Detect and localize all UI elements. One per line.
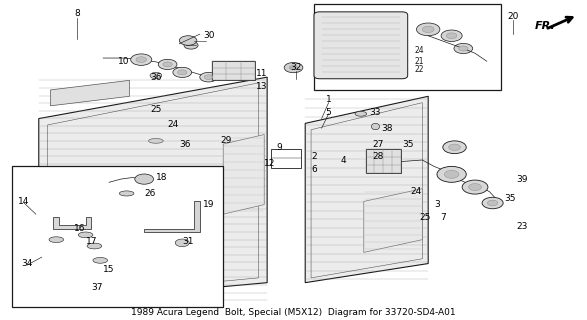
Text: 24: 24	[411, 188, 422, 196]
Circle shape	[468, 184, 481, 191]
Text: 32: 32	[291, 63, 302, 72]
Text: 25: 25	[420, 213, 431, 222]
Text: 7: 7	[440, 213, 446, 222]
Text: 35: 35	[504, 194, 516, 203]
Circle shape	[458, 46, 468, 51]
FancyBboxPatch shape	[314, 12, 408, 79]
Circle shape	[437, 166, 466, 182]
Circle shape	[150, 72, 162, 79]
Polygon shape	[53, 217, 92, 228]
Ellipse shape	[372, 123, 380, 130]
Text: 22: 22	[414, 65, 424, 74]
Circle shape	[487, 200, 498, 206]
Circle shape	[284, 62, 303, 73]
Polygon shape	[144, 201, 200, 232]
Text: 18: 18	[156, 173, 167, 182]
Text: 9: 9	[276, 143, 282, 152]
Circle shape	[173, 67, 191, 77]
Circle shape	[163, 62, 172, 67]
Ellipse shape	[355, 111, 367, 116]
Polygon shape	[223, 134, 264, 214]
Circle shape	[417, 23, 440, 36]
Text: 26: 26	[144, 189, 156, 198]
Circle shape	[179, 36, 197, 45]
Ellipse shape	[119, 191, 134, 196]
Circle shape	[444, 170, 459, 178]
Circle shape	[136, 57, 147, 62]
Polygon shape	[305, 96, 428, 283]
Text: 30: 30	[203, 31, 214, 40]
Text: 14: 14	[18, 197, 30, 206]
Polygon shape	[71, 163, 258, 211]
Text: 29: 29	[221, 136, 232, 145]
Text: 4: 4	[340, 156, 346, 164]
Text: 33: 33	[370, 108, 381, 117]
Text: 1989 Acura Legend  Bolt, Special (M5X12)  Diagram for 33720-SD4-A01: 1989 Acura Legend Bolt, Special (M5X12) …	[131, 308, 456, 317]
Circle shape	[289, 65, 298, 70]
Text: 6: 6	[311, 165, 317, 174]
Circle shape	[135, 174, 154, 184]
Text: LEGEND: LEGEND	[121, 166, 150, 181]
Text: FR.: FR.	[535, 21, 555, 31]
Circle shape	[184, 42, 198, 49]
Bar	[12, 166, 223, 307]
Text: 10: 10	[118, 57, 129, 66]
Text: 27: 27	[373, 140, 384, 148]
Circle shape	[448, 144, 460, 150]
Text: 38: 38	[382, 124, 393, 132]
Ellipse shape	[149, 139, 163, 143]
Text: 1: 1	[326, 95, 332, 104]
Text: 35: 35	[402, 140, 413, 148]
Text: 24: 24	[168, 120, 179, 130]
Text: 28: 28	[373, 152, 384, 161]
Polygon shape	[364, 189, 422, 252]
Circle shape	[441, 30, 462, 42]
Ellipse shape	[78, 232, 93, 238]
Circle shape	[131, 54, 152, 65]
Text: 36: 36	[180, 140, 191, 148]
Text: 31: 31	[183, 237, 194, 246]
Text: 3: 3	[434, 200, 440, 209]
Text: 24: 24	[414, 46, 424, 55]
Circle shape	[482, 197, 503, 209]
Circle shape	[200, 72, 217, 82]
Text: 21: 21	[414, 57, 424, 67]
Polygon shape	[50, 80, 130, 106]
Text: 17: 17	[86, 237, 97, 246]
Text: 5: 5	[326, 108, 332, 117]
Ellipse shape	[87, 243, 102, 249]
Text: 23: 23	[516, 222, 528, 231]
Text: 37: 37	[92, 283, 103, 292]
Ellipse shape	[49, 237, 63, 243]
Circle shape	[204, 75, 213, 80]
Text: 19: 19	[203, 200, 214, 209]
Text: 20: 20	[507, 12, 519, 21]
Text: 15: 15	[103, 265, 115, 275]
Circle shape	[177, 70, 187, 75]
Text: 12: 12	[264, 159, 276, 168]
Circle shape	[454, 44, 473, 53]
Bar	[366, 149, 401, 173]
Circle shape	[446, 33, 457, 39]
Text: 13: 13	[255, 82, 267, 91]
Circle shape	[422, 26, 434, 33]
Text: 11: 11	[255, 69, 267, 78]
Bar	[314, 4, 501, 90]
Polygon shape	[39, 77, 267, 303]
Text: 36: 36	[150, 73, 161, 82]
Text: 25: 25	[150, 105, 161, 114]
Bar	[271, 149, 301, 168]
Text: 2: 2	[311, 152, 317, 161]
Text: 16: 16	[74, 224, 86, 233]
Circle shape	[462, 180, 488, 194]
Circle shape	[175, 239, 189, 247]
Circle shape	[158, 59, 177, 69]
Circle shape	[443, 141, 466, 154]
Text: 8: 8	[74, 9, 80, 18]
Text: 39: 39	[516, 175, 528, 184]
Bar	[211, 61, 255, 80]
Ellipse shape	[93, 258, 107, 263]
Text: 34: 34	[21, 259, 33, 268]
